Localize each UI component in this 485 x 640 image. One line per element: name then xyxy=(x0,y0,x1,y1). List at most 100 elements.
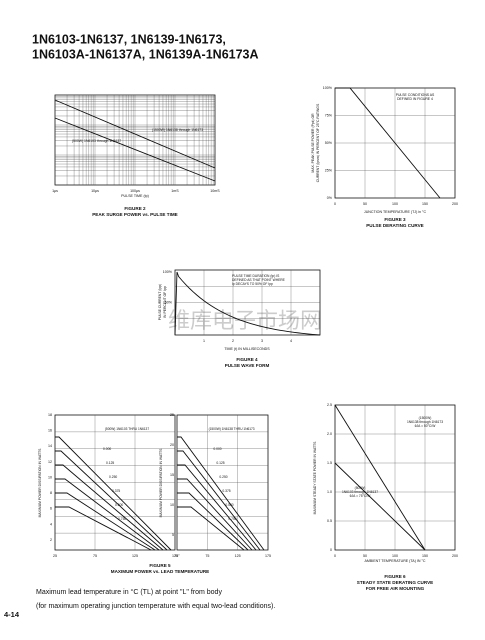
curve-label: 0.750 xyxy=(228,517,236,521)
curve xyxy=(334,462,426,551)
annotation: DEFINED IN FIGURE 4 xyxy=(397,97,433,101)
curve xyxy=(174,271,321,336)
y-tick-label: 0% xyxy=(327,196,333,200)
axis-label: MAXIMUM STEADY STATE POWER IN WATTS xyxy=(313,441,317,514)
curve xyxy=(335,87,441,199)
y-tick-label: 10 xyxy=(48,475,52,479)
axis-label: TIME (t) IN MILLISECONDS xyxy=(224,347,270,351)
x-tick-label: 1mS xyxy=(171,189,179,193)
y-tick-label: 25% xyxy=(325,168,333,172)
y-tick-label: 50% xyxy=(325,141,333,145)
y-tick-label: 18 xyxy=(48,413,52,417)
curve xyxy=(55,464,164,551)
x-tick-label: 10μs xyxy=(91,189,99,193)
y-tick-label: 15 xyxy=(170,473,174,477)
y-tick-label: 2.5 xyxy=(327,403,332,407)
y-tick-label: 75% xyxy=(325,113,333,117)
x-tick-label: 125 xyxy=(132,554,138,558)
x-tick-label: 10mS xyxy=(210,189,220,193)
x-tick-label: 100μs xyxy=(130,189,140,193)
axis-label: MAX. PEAK PULSE POWER (Ppk) OR xyxy=(311,113,315,173)
y-tick-label: 100% xyxy=(163,270,173,274)
x-tick-label: 75 xyxy=(93,554,97,558)
y-tick-label: 100% xyxy=(323,86,333,90)
caption: MAXIMUM POWER vs. LEAD TEMPERATURE xyxy=(111,569,209,574)
y-tick-label: 2.0 xyxy=(327,432,332,436)
curve xyxy=(334,404,426,551)
curve-label: 0.750 xyxy=(118,517,126,521)
curve xyxy=(177,492,249,551)
x-tick-label: 50 xyxy=(363,202,367,206)
curve xyxy=(54,117,216,182)
x-tick-label: 200 xyxy=(452,202,458,206)
curve-label: 0.375 xyxy=(222,489,230,493)
watermark: 维库电子市场网 xyxy=(168,308,322,333)
curve-label: 0.500 xyxy=(225,503,233,507)
y-tick-label: 50% xyxy=(165,300,173,304)
axis-label: JUNCTION TEMPERATURE (TJ) in °C xyxy=(364,210,427,214)
annotation: (1500W) 1N6138 through 1N6173 xyxy=(152,128,203,132)
panel-title: (1500W) 1N6138 THRU 1N6173 xyxy=(209,427,255,431)
curve-label: 0.000 xyxy=(103,447,111,451)
y-tick-label: 2 xyxy=(50,538,52,542)
y-tick-label: 0 xyxy=(330,548,332,552)
curve xyxy=(55,506,152,551)
axis-label: MAXIMUM POWER DISSIPATION IN WATTS xyxy=(159,448,163,518)
axis-label: IN PERCENT OF Ipp xyxy=(163,286,167,318)
curve-label: 0.250 xyxy=(109,475,117,479)
y-tick-label: 16 xyxy=(48,429,52,433)
curve xyxy=(177,450,261,551)
x-tick-label: 175 xyxy=(265,554,271,558)
annotation: (1500W) xyxy=(419,416,432,420)
axis-label: CURRENT (Ipsm) IN PERCENT OF 25°C RATING… xyxy=(316,103,320,182)
curve xyxy=(55,436,172,551)
axis-label: MAXIMUM POWER DISSIPATION IN WATTS xyxy=(38,448,42,518)
y-tick-label: 8 xyxy=(50,491,52,495)
caption: FIGURE 5 xyxy=(149,563,171,568)
y-tick-label: 1.5 xyxy=(327,461,332,465)
panel-title: (500W) 1N6103 THRU 1N6137 xyxy=(105,427,149,431)
y-tick-label: 6 xyxy=(50,507,52,511)
curve xyxy=(177,506,245,551)
title-line: 1N6103A-1N6137A, 1N6139A-1N6173A xyxy=(32,47,259,61)
caption: FIGURE 6 xyxy=(384,574,406,579)
annotation: (500W) 1N6103 through 1N6137 xyxy=(72,139,121,143)
x-tick-label: 1 xyxy=(203,339,205,343)
annotation: (500W) xyxy=(355,486,366,490)
curve xyxy=(177,464,257,551)
x-tick-label: 200 xyxy=(452,554,458,558)
curve xyxy=(55,478,160,551)
y-tick-label: 4 xyxy=(50,522,52,526)
annotation: θJA = 75°C/W xyxy=(350,494,372,498)
axis-label: AMBIENT TEMPERATURE (TA) IN °C xyxy=(364,559,425,563)
x-tick-label: 25 xyxy=(53,554,57,558)
curve xyxy=(55,492,156,551)
curve xyxy=(177,478,253,551)
annotation: DEFINED AS THAT POINT WHERE xyxy=(232,278,286,282)
y-tick-label: 25 xyxy=(170,413,174,417)
y-tick-label: 20 xyxy=(170,443,174,447)
curve-label: 0.250 xyxy=(219,475,227,479)
x-tick-label: 50 xyxy=(363,554,367,558)
x-tick-label: 1μs xyxy=(52,189,58,193)
x-tick-label: 175 xyxy=(172,554,178,558)
x-tick-label: 0 xyxy=(334,202,336,206)
curve-label: 0.000 xyxy=(213,447,221,451)
annotation: Ip DECAYS TO 50% OF Ipp xyxy=(232,282,273,286)
caption: PULSE WAVE FORM xyxy=(225,363,270,368)
annotation: θJA = 50°C/W xyxy=(415,424,437,428)
y-tick-label: 5 xyxy=(172,533,174,537)
y-tick-label: 10 xyxy=(170,503,174,507)
title-line: 1N6103-1N6137, 1N6139-1N6173, xyxy=(32,32,226,46)
x-tick-label: 75 xyxy=(205,554,209,558)
curve-label: 0.375 xyxy=(112,489,120,493)
curve xyxy=(55,450,168,551)
curve-label: 0.500 xyxy=(115,503,123,507)
x-tick-label: 3 xyxy=(261,339,263,343)
x-tick-label: 25° xyxy=(174,554,180,558)
annotation: PULSE CONDITIONS AS xyxy=(396,93,435,97)
y-tick-label: 1.0 xyxy=(327,490,332,494)
curve-label: 0.125 xyxy=(216,461,224,465)
caption: FIGURE 4 xyxy=(236,357,258,362)
